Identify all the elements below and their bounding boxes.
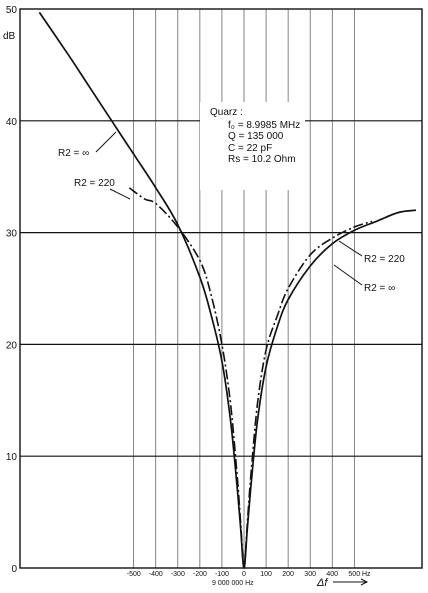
y-tick-label: 30 <box>6 229 18 240</box>
info-line-2: f₀ = 8.9985 MHz <box>228 120 300 131</box>
y-tick-label: 10 <box>6 452 18 463</box>
x-tick-label: -100 <box>215 571 229 578</box>
y-tick-label: 0 <box>11 564 17 575</box>
y-axis-label: dB <box>3 31 16 42</box>
y-axis-ticks: 0 10 20 30 40 50 <box>6 5 18 575</box>
x-tick-label: 200 <box>282 571 294 578</box>
x-tick-label: 300 <box>304 571 316 578</box>
annotation-leader-1 <box>95 131 117 153</box>
grid-layer <box>20 9 422 568</box>
y-tick-label: 40 <box>6 117 18 128</box>
x-axis-arrow-icon <box>333 578 369 586</box>
y-tick-label: 50 <box>6 5 18 16</box>
x-tick-label: 0 <box>242 571 246 578</box>
info-box-background <box>200 102 305 190</box>
annotation-r2-infinity-right: R2 = ∞ <box>364 283 395 294</box>
annotation-leader-2 <box>109 188 131 200</box>
x-tick-label: 400 <box>326 571 338 578</box>
y-tick-label: 20 <box>6 340 18 351</box>
plot-frame <box>19 8 423 569</box>
x-tick-label: -400 <box>149 571 163 578</box>
info-line-3: Q = 135 000 <box>228 131 284 142</box>
series-layer <box>38 11 417 569</box>
annotation-r2-infinity-left: R2 = ∞ <box>58 148 89 159</box>
x-axis-ticks: -500 -400 -300 -200 -100 0 100 200 300 400 500 <box>127 571 360 578</box>
series-line-r2-220 <box>128 187 373 569</box>
info-box: Quarz : f₀ = 8.9985 MHz Q = 135 000 C = … <box>200 102 305 190</box>
info-line-1: Quarz : <box>210 107 243 118</box>
center-frequency-label: 9 000 000 Hz <box>212 580 254 587</box>
x-tick-label: -500 <box>127 571 141 578</box>
annotation-r2-220-left: R2 = 220 <box>74 178 115 189</box>
x-tick-label: -300 <box>171 571 185 578</box>
annotation-r2-220-right: R2 = 220 <box>364 254 405 265</box>
x-unit-label: Hz <box>362 571 371 578</box>
info-line-4: C = 22 pF <box>228 143 272 154</box>
annotations: R2 = ∞ R2 = 220 R2 = 220 R2 = ∞ <box>56 131 412 294</box>
x-tick-label: -200 <box>193 571 207 578</box>
x-axis-label: Δf <box>316 577 328 589</box>
annotation-bg-1 <box>56 145 96 159</box>
x-tick-label: 100 <box>260 571 272 578</box>
annotation-bg-2 <box>72 175 122 189</box>
annotation-leader-3 <box>338 240 363 257</box>
info-line-5: Rs = 10.2 Ohm <box>228 154 296 165</box>
series-line-r2-infinity <box>38 11 417 569</box>
annotation-leader-4 <box>333 264 363 286</box>
annotation-bg-3 <box>362 251 412 265</box>
x-tick-label: 500 <box>348 571 360 578</box>
annotation-bg-4 <box>362 280 406 294</box>
